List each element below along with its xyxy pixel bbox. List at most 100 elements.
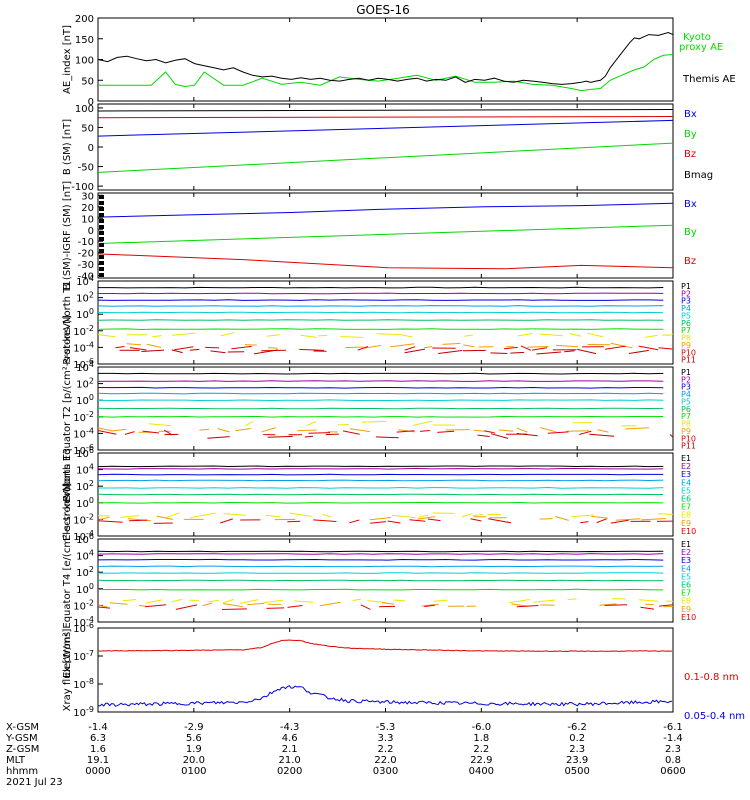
channel-p11-trace [490, 433, 509, 439]
channel-e7-trace [98, 588, 664, 591]
channel-p10-trace [531, 347, 548, 351]
channel-p9-trace [111, 428, 127, 432]
channel-label-e1: E1 [681, 454, 691, 463]
series-bmag [97, 109, 674, 112]
channel-p11-trace [628, 349, 649, 354]
ephemeris-value: 0200 [277, 766, 302, 777]
channel-e8-trace [263, 599, 283, 604]
channel-p8-trace [266, 334, 280, 337]
ytick-label: -10 [78, 237, 94, 248]
channel-p10-trace [605, 345, 626, 350]
bdiff-edge-marker [99, 213, 104, 217]
channel-p8-trace [644, 334, 658, 338]
channel-label-p3: P3 [681, 383, 691, 392]
ytick-label: 20 [81, 203, 94, 214]
ytick-label: 10 [81, 214, 94, 225]
channel-p10-trace [638, 345, 659, 351]
ytick-label: 0 [88, 226, 94, 237]
channel-p9-trace [498, 429, 514, 432]
channel-p9-trace [597, 429, 609, 433]
channel-label-e2: E2 [681, 548, 691, 557]
channel-p10-trace [174, 346, 194, 351]
channel-e10-trace [409, 519, 426, 522]
legend-xray-long: 0.1-0.8 nm [684, 672, 739, 683]
ephemeris-value: 3.3 [378, 733, 394, 744]
ytick-label: -40 [78, 272, 94, 283]
channel-p9-trace [126, 343, 142, 346]
channel-p10-trace [299, 348, 325, 351]
channel-e9-trace [421, 603, 439, 607]
panel-xray-ylabel: Xray flux [W/m²] [62, 629, 73, 712]
ephemeris-value: 2.3 [569, 744, 585, 755]
ytick-label: 10-9 [73, 705, 94, 719]
ytick-label: -50 [78, 163, 94, 174]
channel-label-e8: E8 [681, 597, 691, 606]
channel-e8-trace [509, 599, 530, 604]
ytick-label: 104 [76, 549, 94, 563]
bdiff-edge-marker [99, 273, 104, 277]
ephemeris-value: 21.0 [279, 755, 301, 766]
channel-p8-trace [245, 420, 255, 427]
channel-e9-trace [319, 601, 341, 607]
channel-e9-trace [156, 515, 174, 520]
ytick-label: 10-8 [73, 677, 94, 691]
channel-p3-trace [97, 299, 664, 301]
channel-label-p9: P9 [681, 341, 691, 350]
panel-electrons_t4-ylabel: Electrons Equator T4 [e/(cm²-s-sr-keV)] [62, 483, 73, 678]
legend-kyoto: Kyoto [683, 32, 711, 43]
channel-e2-trace [97, 467, 664, 470]
ytick-label: 106 [76, 446, 94, 460]
channel-p8-trace [300, 334, 317, 338]
ephemeris-value: -6.1 [663, 722, 683, 733]
ephemeris-value: 20.0 [183, 755, 205, 766]
channel-p2-trace [98, 292, 664, 295]
channel-label-e10: E10 [681, 527, 696, 536]
ytick-label: -100 [71, 182, 94, 193]
channel-e8-trace [122, 599, 137, 602]
ytick-label: 102 [76, 565, 94, 579]
ytick-label: 104 [76, 274, 94, 288]
channel-e8-trace [433, 599, 448, 602]
channel-label-p4: P4 [681, 390, 691, 399]
channel-p7-trace [97, 415, 664, 418]
channel-label-p10: P10 [681, 434, 696, 443]
panel-protons_t2-ylabel: Protons Equator T2 [p/(cm²-s-sr-keV)] [62, 315, 73, 502]
ytick-label: 106 [76, 532, 94, 546]
legend-by: By [684, 129, 697, 140]
ephemeris-value: 0600 [660, 766, 685, 777]
channel-e8-trace [171, 598, 183, 603]
panel-xray-frame [97, 627, 674, 713]
channel-e8-trace [393, 599, 406, 602]
channel-e10-trace [604, 604, 628, 606]
channel-e10-trace [488, 518, 512, 524]
channel-e8-trace [289, 512, 312, 517]
channel-p10-trace [342, 430, 360, 435]
channel-p9-trace [610, 342, 633, 349]
channel-p10-trace [658, 347, 673, 350]
channel-e9-trace [109, 602, 128, 605]
channel-e10-trace [145, 604, 167, 608]
series-bz [97, 253, 674, 270]
channel-p11-trace [669, 434, 674, 438]
bdiff-edge-marker [99, 231, 104, 235]
panel-protons_t1-ylabel: Protons North T1 [62, 280, 73, 364]
bdiff-edge-marker [99, 207, 104, 211]
channel-p8-trace [152, 335, 162, 338]
ephemeris-value: 0.2 [569, 733, 585, 744]
channel-e8-trace [392, 514, 416, 519]
channel-e10-trace [424, 604, 435, 607]
series-by [97, 224, 674, 244]
ytick-label: 50 [81, 123, 94, 134]
ytick-label: 102 [76, 479, 94, 493]
channel-p6-trace [97, 407, 664, 410]
ytick-label: 30 [81, 191, 94, 202]
ephemeris-value: 0000 [85, 766, 110, 777]
channel-e8-trace [239, 599, 259, 604]
ephemeris-value: 2.3 [665, 744, 681, 755]
channel-e8-trace [222, 598, 235, 604]
channel-p2-trace [97, 380, 664, 382]
ephemeris-value: 23.9 [566, 755, 588, 766]
ytick-label: 10-2 [73, 410, 94, 424]
